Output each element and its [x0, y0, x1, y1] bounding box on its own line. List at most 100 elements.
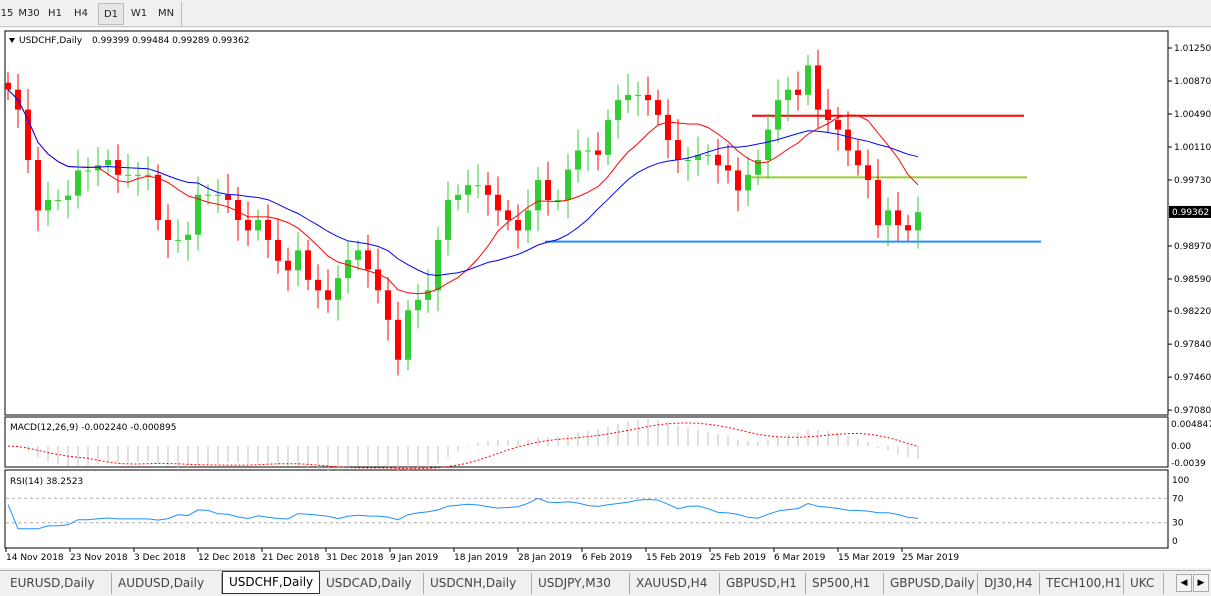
candle-body	[435, 239, 441, 291]
x-tick-label: 9 Jan 2019	[390, 553, 438, 563]
tf-h1[interactable]: H1	[48, 8, 62, 19]
y-tick-label: 0.97840	[1174, 340, 1211, 350]
candle-body	[855, 150, 861, 166]
candle-body	[55, 199, 61, 201]
x-tick-label: 25 Mar 2019	[902, 553, 959, 563]
candle-body	[385, 290, 391, 320]
candle-body	[735, 170, 741, 191]
candle-body	[595, 150, 601, 155]
candle-body	[225, 194, 231, 200]
chart-tab[interactable]: SP500,H1	[806, 573, 884, 594]
candle-body	[755, 160, 761, 175]
candle-body	[505, 210, 511, 220]
chart-tab[interactable]: GBPUSD,H1	[720, 573, 806, 594]
rsi-tick-label: 100	[1172, 476, 1189, 486]
candle-body	[875, 180, 881, 226]
candle-body	[815, 65, 821, 110]
tf-d1[interactable]: D1	[98, 3, 124, 25]
candle-body	[425, 290, 431, 300]
x-tick-label: 25 Feb 2019	[710, 553, 766, 563]
tf-h4[interactable]: H4	[74, 8, 88, 19]
candle-body	[885, 210, 891, 226]
candle-body	[905, 225, 911, 231]
candle-body	[205, 194, 211, 196]
chart-symbol: USDCHF,Daily	[19, 36, 83, 46]
macd-signal-line	[7, 422, 919, 470]
candle-body	[825, 109, 831, 121]
candle-body	[895, 210, 901, 226]
candle-body	[295, 250, 301, 271]
macd-label: MACD(12,26,9) -0.002240 -0.000895	[10, 423, 176, 433]
candle-body	[445, 199, 451, 240]
candle-body	[705, 154, 711, 156]
candle-body	[775, 100, 781, 130]
y-tick-label: 0.98590	[1174, 275, 1211, 285]
candle-body	[635, 94, 641, 96]
chart-tab[interactable]: USDCNH,Daily	[424, 573, 532, 594]
y-tick-label: 1.00110	[1174, 143, 1211, 153]
chart-window[interactable]: 1.01250 1.00870 1.00490 1.00110 0.99730 0.989…	[0, 28, 1211, 568]
chart-tab[interactable]: TECH100,H1	[1040, 573, 1124, 594]
candle-body	[265, 219, 271, 240]
macd-tick-label: 0.00	[1171, 442, 1191, 452]
chart-tab[interactable]: UKC	[1124, 573, 1164, 594]
chart-tab[interactable]: USDCHF,Daily	[222, 571, 320, 594]
rsi-tick-label: 30	[1172, 519, 1184, 529]
x-tick-label: 23 Nov 2018	[70, 553, 128, 563]
candle-body	[175, 239, 181, 241]
tf-m15[interactable]: 15	[0, 8, 14, 19]
candle-body	[75, 170, 81, 196]
candle-body	[275, 239, 281, 261]
tf-m30[interactable]: M30	[18, 8, 40, 19]
candle-body	[145, 174, 151, 176]
candle-body	[345, 259, 351, 279]
y-tick-label: 0.98220	[1174, 307, 1211, 317]
scroll-right-icon[interactable]: ▶	[1193, 574, 1209, 592]
macd-tick-label: -0.0039	[1171, 459, 1206, 469]
candle-body	[165, 219, 171, 240]
divider	[181, 2, 182, 26]
chart-tab[interactable]: DJ30,H4	[978, 573, 1040, 594]
moving-average-line	[7, 89, 919, 277]
candle-body	[415, 299, 421, 311]
rsi-tick-label: 70	[1172, 494, 1184, 504]
candle-body	[835, 120, 841, 130]
candle-body	[695, 154, 701, 161]
x-tick-label: 6 Mar 2019	[774, 553, 826, 563]
x-tick-label: 28 Jan 2019	[518, 553, 572, 563]
chart-tab[interactable]: EURUSD,Daily	[4, 573, 112, 594]
chart-tab[interactable]: GBPUSD,Daily	[884, 573, 978, 594]
candle-body	[375, 269, 381, 291]
x-tick-label: 15 Mar 2019	[838, 553, 895, 563]
candle-body	[25, 109, 31, 161]
candle-body	[35, 160, 41, 211]
candle-body	[475, 185, 481, 187]
candle-body	[455, 194, 461, 200]
chart-tab[interactable]: USDCAD,Daily	[320, 573, 424, 594]
candle-body	[575, 150, 581, 170]
candle-body	[305, 250, 311, 280]
chart-tab[interactable]: AUDUSD,Daily	[112, 573, 222, 594]
candle-body	[685, 160, 691, 162]
x-tick-label: 12 Dec 2018	[198, 553, 256, 563]
tf-mn[interactable]: MN	[157, 8, 175, 19]
candle-body	[365, 250, 371, 270]
price-chart[interactable]: 1.01250 1.00870 1.00490 1.00110 0.99730 0.989…	[0, 28, 1211, 568]
tf-w1[interactable]: W1	[130, 8, 148, 19]
candle-body	[125, 174, 131, 176]
scroll-left-icon[interactable]: ◀	[1176, 574, 1192, 592]
x-tick-label: 31 Dec 2018	[326, 553, 384, 563]
candle-body	[625, 94, 631, 101]
collapse-triangle-icon[interactable]	[9, 38, 15, 43]
y-tick-label: 0.97080	[1174, 406, 1211, 416]
candle-body	[785, 89, 791, 101]
candle-body	[315, 279, 321, 291]
chart-tab[interactable]: USDJPY,M30	[532, 573, 630, 594]
candle-body	[765, 129, 771, 161]
candle-body	[675, 140, 681, 161]
rsi-label: RSI(14) 38.2523	[10, 477, 83, 487]
candle-body	[355, 250, 361, 260]
candle-body	[65, 195, 71, 200]
candle-body	[535, 180, 541, 211]
chart-tab[interactable]: XAUUSD,H4	[630, 573, 720, 594]
